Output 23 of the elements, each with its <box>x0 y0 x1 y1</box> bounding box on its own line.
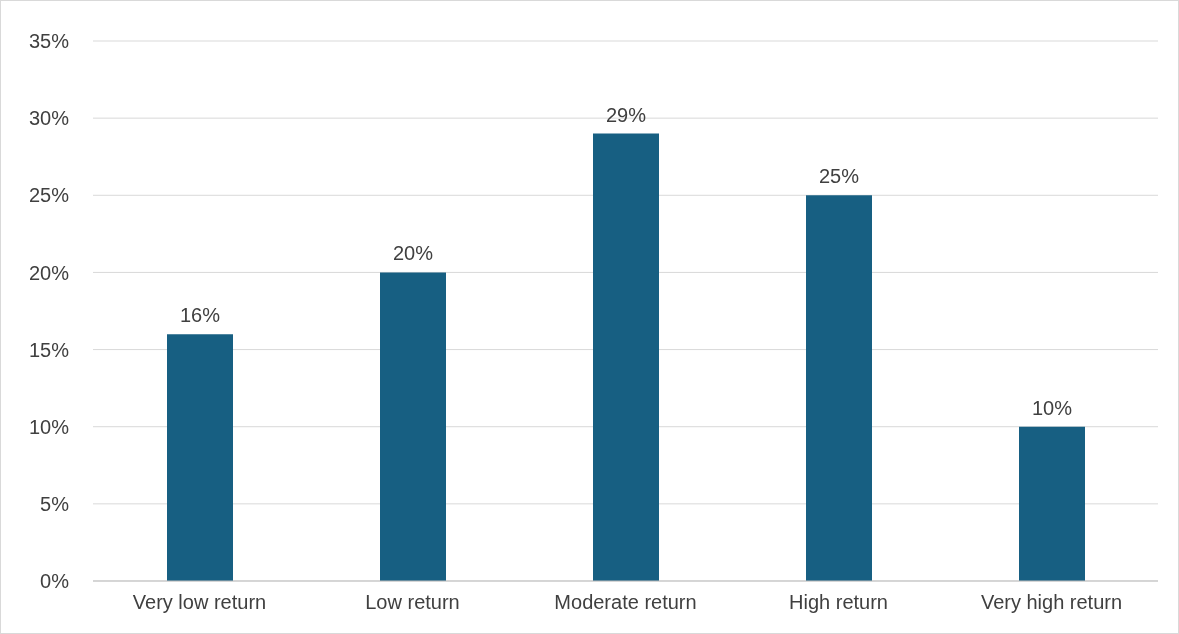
data-label: 20% <box>392 242 434 265</box>
data-label: 25% <box>818 165 860 188</box>
bar <box>593 133 659 581</box>
x-tick-label: Moderate return <box>554 591 697 614</box>
y-tick-label: 30% <box>28 107 70 130</box>
data-label: 29% <box>605 103 647 126</box>
bar <box>806 195 872 581</box>
y-tick-label: 20% <box>28 261 70 284</box>
x-tick-label: Very high return <box>980 591 1123 614</box>
y-tick-label: 25% <box>28 184 70 207</box>
y-tick-label: 15% <box>28 338 70 361</box>
y-tick-label: 0% <box>40 570 70 593</box>
bar <box>167 334 233 581</box>
x-tick-label: High return <box>789 591 888 614</box>
x-tick-label: Low return <box>365 591 460 614</box>
y-tick-label: 10% <box>28 415 70 438</box>
data-label: 10% <box>1031 396 1073 419</box>
y-tick-label: 35% <box>28 30 70 53</box>
bar <box>1019 426 1085 581</box>
bar <box>380 272 446 581</box>
x-tick-label: Very low return <box>132 591 267 614</box>
y-tick-label: 5% <box>40 492 70 515</box>
data-label: 16% <box>179 304 221 327</box>
